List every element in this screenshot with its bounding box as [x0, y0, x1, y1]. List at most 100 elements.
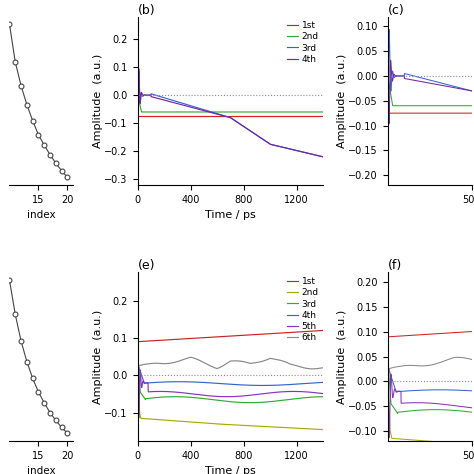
X-axis label: Time / ps: Time / ps	[205, 210, 256, 220]
Text: (f): (f)	[388, 259, 402, 273]
5th	[247, 392, 253, 398]
4th	[320, 380, 326, 385]
2nd	[139, 109, 145, 115]
X-axis label: Time / ps: Time / ps	[205, 466, 256, 474]
1st	[243, 332, 248, 338]
3rd	[320, 154, 326, 160]
4th	[253, 383, 259, 388]
3rd	[247, 400, 253, 405]
2nd	[275, 424, 281, 430]
6th	[295, 363, 301, 369]
3rd	[136, 66, 142, 72]
3rd	[135, 168, 140, 174]
6th	[320, 365, 326, 371]
5th	[253, 392, 259, 397]
5th	[146, 389, 152, 395]
2nd	[243, 423, 248, 428]
Line: 4th: 4th	[137, 25, 323, 157]
3rd	[253, 400, 259, 405]
4th	[253, 132, 259, 137]
4th	[243, 382, 248, 388]
4th	[276, 382, 282, 388]
4th	[295, 381, 301, 387]
1st	[135, 339, 140, 345]
4th	[146, 380, 152, 386]
1st	[320, 328, 326, 333]
4th	[135, 22, 140, 28]
1st	[275, 113, 281, 119]
3rd	[135, 346, 140, 352]
Y-axis label: Amplitude  (a.u.): Amplitude (a.u.)	[93, 54, 103, 148]
2nd	[135, 373, 140, 378]
5th	[135, 290, 140, 296]
1st	[253, 332, 259, 337]
Legend: 1st, 2nd, 3rd, 4th, 5th, 6th: 1st, 2nd, 3rd, 4th, 5th, 6th	[287, 277, 319, 342]
Y-axis label: Amplitude  (a.u.): Amplitude (a.u.)	[337, 54, 347, 148]
3rd	[320, 394, 326, 400]
Text: (c): (c)	[388, 4, 404, 17]
X-axis label: index: index	[27, 466, 55, 474]
6th	[188, 355, 193, 360]
3rd	[295, 148, 301, 154]
1st	[243, 113, 248, 119]
Line: 3rd: 3rd	[137, 349, 323, 402]
6th	[135, 373, 140, 378]
4th	[260, 383, 265, 388]
1st	[146, 338, 152, 344]
6th	[146, 361, 152, 366]
2nd	[243, 109, 248, 115]
3rd	[146, 92, 152, 98]
2nd	[146, 416, 152, 422]
6th	[247, 361, 253, 366]
4th	[146, 92, 152, 98]
4th	[135, 354, 140, 359]
5th	[243, 393, 248, 399]
Line: 6th: 6th	[137, 357, 323, 375]
3rd	[276, 398, 282, 403]
1st	[146, 113, 152, 119]
1st	[294, 329, 300, 335]
2nd	[135, 92, 140, 98]
Legend: 1st, 2nd, 3rd, 4th: 1st, 2nd, 3rd, 4th	[287, 21, 319, 64]
1st	[294, 113, 300, 119]
2nd	[253, 423, 259, 429]
2nd	[247, 109, 253, 115]
3rd	[247, 400, 253, 405]
3rd	[276, 144, 282, 149]
3rd	[243, 125, 248, 131]
1st	[275, 330, 281, 336]
6th	[243, 359, 248, 365]
3rd	[247, 128, 253, 134]
6th	[276, 357, 282, 363]
Text: (e): (e)	[137, 259, 155, 273]
4th	[294, 148, 300, 154]
3rd	[146, 395, 152, 401]
6th	[253, 360, 259, 365]
Y-axis label: Amplitude  (a.u.): Amplitude (a.u.)	[93, 310, 103, 404]
1st	[320, 113, 326, 119]
3rd	[253, 132, 259, 137]
2nd	[276, 109, 282, 115]
3rd	[295, 396, 301, 401]
2nd	[294, 425, 300, 431]
2nd	[146, 109, 152, 115]
Text: (b): (b)	[137, 4, 155, 17]
5th	[295, 389, 301, 394]
5th	[320, 391, 326, 396]
3rd	[243, 400, 248, 405]
1st	[247, 113, 253, 119]
4th	[275, 143, 281, 149]
1st	[247, 332, 253, 337]
X-axis label: index: index	[27, 210, 55, 220]
2nd	[320, 109, 326, 115]
2nd	[253, 109, 259, 115]
2nd	[295, 109, 301, 115]
Y-axis label: Amplitude  (a.u.): Amplitude (a.u.)	[337, 310, 347, 404]
4th	[243, 125, 248, 130]
Line: 2nd: 2nd	[137, 375, 323, 429]
Line: 2nd: 2nd	[137, 95, 323, 112]
2nd	[247, 423, 253, 428]
4th	[247, 383, 253, 388]
Line: 4th: 4th	[137, 356, 323, 385]
Line: 3rd: 3rd	[137, 69, 323, 171]
